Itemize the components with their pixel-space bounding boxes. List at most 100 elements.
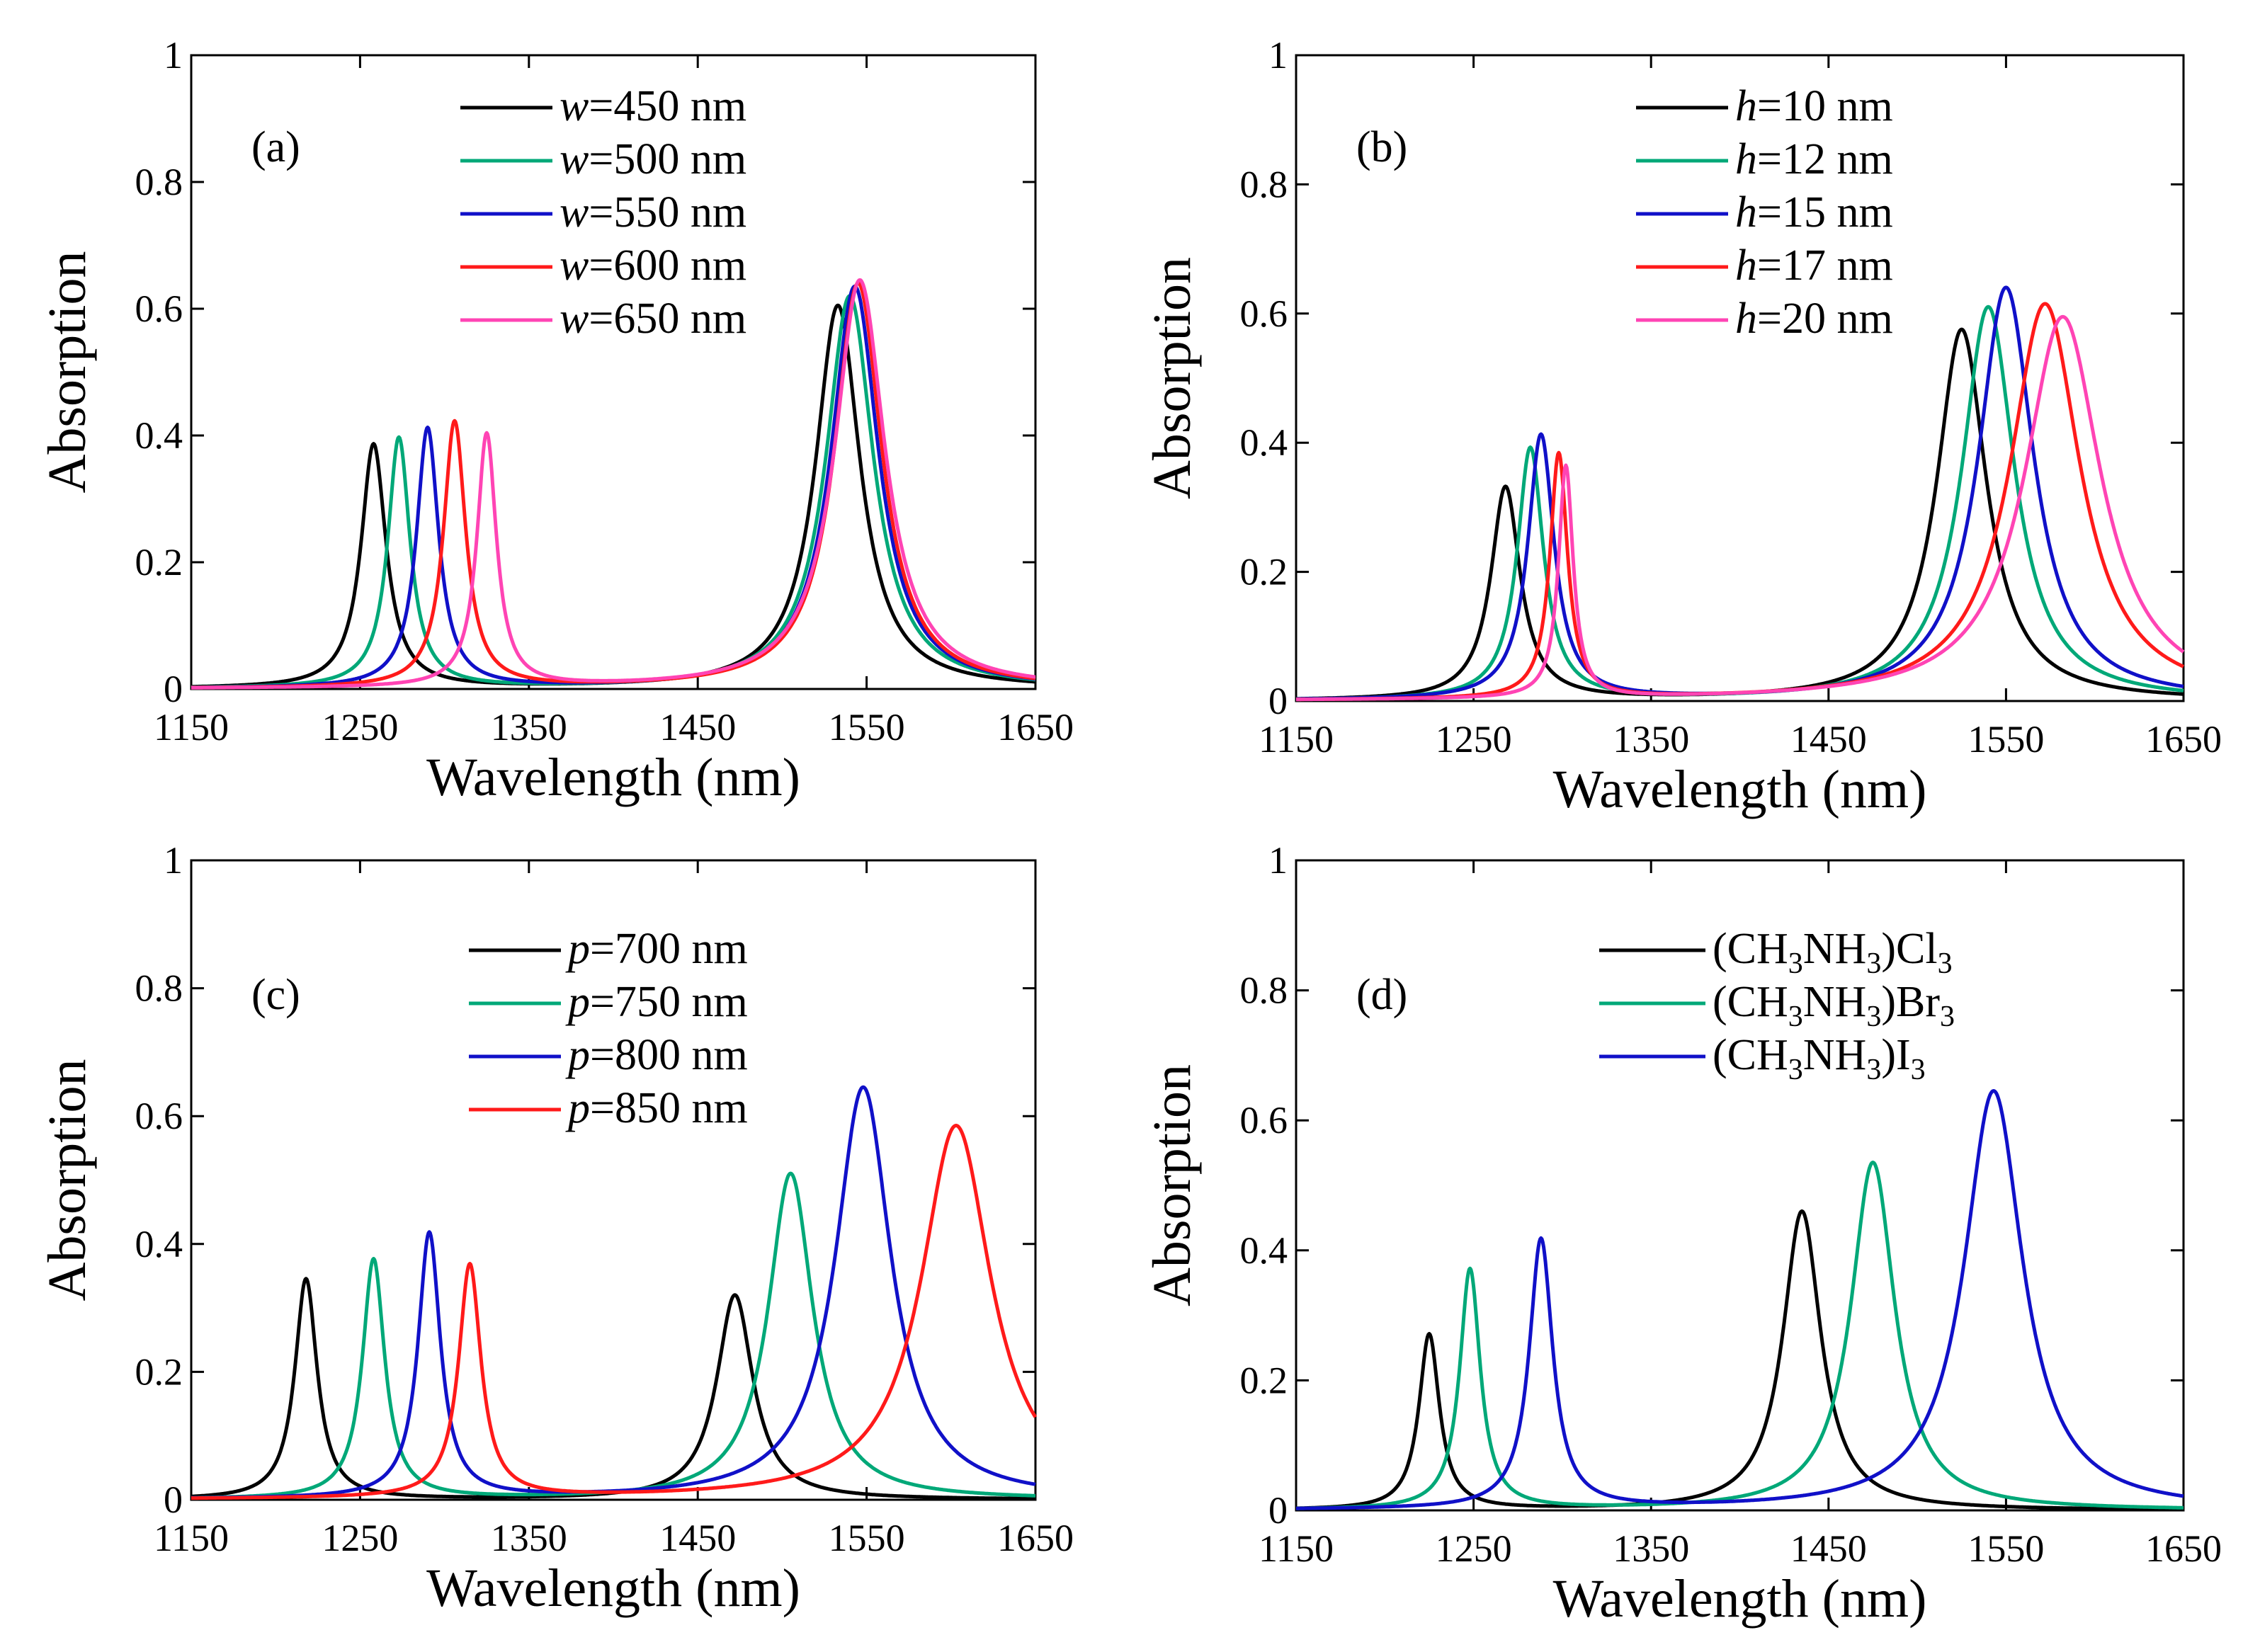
y-tick-label: 0.8 bbox=[135, 967, 183, 1010]
y-axis-label: Absorption bbox=[1142, 257, 1202, 499]
legend-text: )Br bbox=[1881, 978, 1940, 1026]
legend-entry-4: h=17 nm bbox=[1735, 241, 1893, 290]
chart-panel-a: 1150 1250 1350 1450 1550 1650 0 0.2 0.4 0.6 0.8 1 Wa… bbox=[38, 34, 1074, 807]
series-line-1 bbox=[190, 1277, 1037, 1500]
y-tick-label: 0.6 bbox=[1240, 292, 1288, 335]
legend-var: h bbox=[1735, 82, 1757, 130]
y-tick-label: 0.8 bbox=[135, 161, 183, 203]
y-tick-label: 0 bbox=[1268, 1489, 1288, 1532]
legend-var: p bbox=[565, 1084, 590, 1132]
x-tick-label: 1150 bbox=[154, 706, 229, 748]
legend-subscript: 3 bbox=[1866, 947, 1881, 980]
x-tick-label: 1350 bbox=[1613, 718, 1689, 761]
y-tick-label: 0.4 bbox=[135, 1223, 183, 1265]
series-line-1 bbox=[190, 303, 1037, 689]
y-tick-label: 0.6 bbox=[135, 287, 183, 330]
legend-rest: =800 nm bbox=[590, 1031, 748, 1079]
series-line-4 bbox=[190, 1124, 1038, 1500]
y-tick-label: 1 bbox=[1268, 839, 1288, 882]
legend-text: )I bbox=[1881, 1031, 1910, 1079]
plot-frame bbox=[1295, 54, 2185, 702]
legend-rest: =10 nm bbox=[1757, 82, 1893, 130]
panel-label: (d) bbox=[1356, 971, 1407, 1019]
x-tick-label: 1150 bbox=[154, 1517, 229, 1559]
legend-var: w bbox=[560, 241, 589, 290]
x-tick-label: 1250 bbox=[1436, 1527, 1512, 1570]
x-tick-label: 1250 bbox=[322, 1517, 398, 1559]
series-line-2 bbox=[1295, 1161, 2185, 1510]
x-tick-label: 1650 bbox=[997, 706, 1074, 748]
y-tick-label: 0.4 bbox=[1240, 1229, 1288, 1272]
x-axis-label: Wavelength (nm) bbox=[1553, 1569, 1927, 1629]
legend-subscript: 3 bbox=[1788, 947, 1803, 980]
legend-var: w bbox=[560, 188, 589, 237]
legend-entry-1: w=450 nm bbox=[560, 82, 746, 130]
legend-entry-3: h=15 nm bbox=[1735, 188, 1893, 237]
legend-rest: =12 nm bbox=[1757, 135, 1893, 183]
legend-rest: =750 nm bbox=[590, 978, 748, 1026]
y-tick-label: 0.8 bbox=[1240, 163, 1288, 205]
series-line-3 bbox=[190, 1085, 1037, 1500]
y-tick-label: 0.6 bbox=[135, 1095, 183, 1137]
legend-var: w bbox=[560, 135, 589, 183]
legend-subscript: 3 bbox=[1866, 1001, 1881, 1033]
y-axis-label: Absorption bbox=[38, 1059, 97, 1301]
legend-rest: =700 nm bbox=[590, 925, 748, 973]
plot-frame bbox=[190, 54, 1037, 690]
legend-entry-5: w=650 nm bbox=[560, 295, 746, 343]
legend-entry-2: h=12 nm bbox=[1735, 135, 1893, 183]
legend-text: NH bbox=[1803, 925, 1867, 973]
y-axis-label: Absorption bbox=[1142, 1064, 1202, 1306]
legend-entry-2: p=750 nm bbox=[565, 978, 748, 1026]
y-tick-label: 0.8 bbox=[1240, 969, 1288, 1012]
y-tick-label: 0 bbox=[164, 668, 183, 710]
x-tick-label: 1550 bbox=[1967, 1527, 2044, 1570]
y-tick-label: 0.2 bbox=[135, 541, 183, 583]
x-tick-label: 1550 bbox=[1967, 718, 2044, 761]
chart-panel-b: 1150 1250 1350 1450 1550 1650 0 0.2 0.4 0.6 0.8 1 Wa… bbox=[1142, 34, 2222, 819]
legend-entry-1: (CH3NH3)Cl3 bbox=[1713, 925, 1953, 980]
x-tick-label: 1150 bbox=[1259, 1527, 1334, 1570]
series-line-1 bbox=[1295, 327, 2185, 701]
legend: p=700 nmp=750 nmp=800 nmp=850 nm bbox=[469, 925, 748, 1132]
panel-label: (b) bbox=[1356, 123, 1407, 171]
y-tick-label: 0.2 bbox=[135, 1350, 183, 1393]
legend-var: w bbox=[560, 295, 589, 343]
legend-entry-2: w=500 nm bbox=[560, 135, 746, 183]
legend-rest: =850 nm bbox=[590, 1084, 748, 1132]
legend-rest: =500 nm bbox=[589, 135, 746, 183]
legend-text: NH bbox=[1803, 978, 1867, 1026]
legend-rest: =450 nm bbox=[589, 82, 746, 130]
legend-var: p bbox=[565, 925, 590, 973]
legend-var: p bbox=[565, 978, 590, 1026]
legend-entry-3: p=800 nm bbox=[565, 1031, 748, 1079]
legend-var: h bbox=[1735, 295, 1757, 343]
x-tick-label: 1450 bbox=[1790, 1527, 1867, 1570]
x-tick-label: 1550 bbox=[829, 706, 905, 748]
legend-text: NH bbox=[1803, 1031, 1867, 1079]
legend-text: )Cl bbox=[1881, 925, 1937, 973]
legend-entry-3: (CH3NH3)I3 bbox=[1713, 1031, 1926, 1086]
legend-rest: =600 nm bbox=[589, 241, 746, 290]
legend: (CH3NH3)Cl3(CH3NH3)Br3(CH3NH3)I3 bbox=[1599, 925, 1955, 1086]
series-line-4 bbox=[1295, 302, 2185, 702]
series-line-5 bbox=[1295, 314, 2185, 702]
x-tick-label: 1650 bbox=[2145, 1527, 2222, 1570]
legend-entry-3: w=550 nm bbox=[560, 188, 746, 237]
legend-subscript: 3 bbox=[1940, 1001, 1955, 1033]
x-tick-label: 1350 bbox=[1613, 1527, 1689, 1570]
panel-label: (a) bbox=[251, 123, 300, 171]
legend: h=10 nmh=12 nmh=15 nmh=17 nmh=20 nm bbox=[1636, 82, 1893, 343]
y-tick-label: 0.4 bbox=[135, 414, 183, 457]
x-tick-label: 1450 bbox=[659, 1517, 736, 1559]
legend-subscript: 3 bbox=[1911, 1054, 1926, 1086]
x-tick-label: 1450 bbox=[1790, 718, 1867, 761]
y-tick-label: 0.2 bbox=[1240, 1359, 1288, 1401]
series-line-2 bbox=[190, 294, 1037, 689]
x-axis-label: Wavelength (nm) bbox=[1553, 760, 1927, 819]
series-line-3 bbox=[190, 284, 1037, 690]
legend-rest: =550 nm bbox=[589, 188, 746, 237]
legend-entry-4: p=850 nm bbox=[565, 1084, 748, 1132]
series-line-4 bbox=[190, 281, 1037, 690]
x-tick-label: 1550 bbox=[829, 1517, 905, 1559]
